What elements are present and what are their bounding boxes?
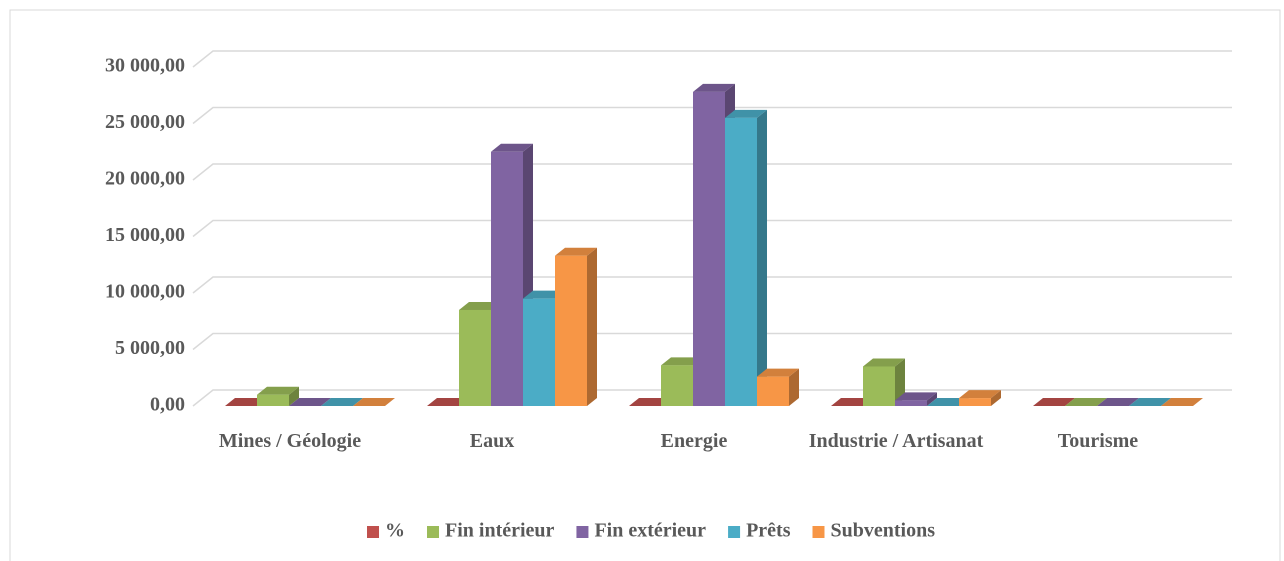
- legend-label: %: [385, 520, 405, 542]
- bar: [289, 398, 331, 406]
- bar-face: [1033, 398, 1075, 406]
- x-tick-label: Tourisme: [1057, 430, 1139, 452]
- y-tick-label: 15 000,00: [105, 224, 185, 246]
- bar: [257, 386, 299, 406]
- bar-face: [289, 398, 331, 406]
- bar: [863, 358, 905, 406]
- bar-face: [1097, 398, 1139, 406]
- bar-face: [321, 398, 363, 406]
- bar-face: [523, 298, 555, 406]
- grid-line: [192, 163, 1232, 181]
- bar-face: [927, 392, 937, 406]
- bar-face: [725, 109, 767, 118]
- bar: [895, 392, 937, 406]
- y-tick-label: 30 000,00: [105, 55, 185, 77]
- bar-face: [427, 398, 469, 406]
- bar-face: [757, 109, 767, 406]
- y-tick-label: 25 000,00: [105, 111, 185, 133]
- bar-face: [789, 368, 799, 406]
- bar-face: [587, 247, 597, 406]
- bar-face: [863, 358, 905, 367]
- bar-face: [991, 390, 1001, 406]
- bar-face: [459, 309, 491, 406]
- legend-swatch: [728, 526, 741, 538]
- bar-face: [459, 301, 501, 310]
- x-tick-label: Mines / Géologie: [218, 430, 362, 452]
- bar-face: [895, 400, 927, 406]
- grid-line: [192, 332, 1232, 351]
- bar: [1097, 398, 1139, 406]
- grid-line: [192, 106, 1232, 125]
- grid-line: [192, 276, 1232, 294]
- legend-swatch: [576, 526, 589, 538]
- bar-face: [289, 386, 299, 406]
- y-tick-label: 0,00: [150, 394, 185, 416]
- bar: [725, 109, 767, 406]
- bar-face: [863, 366, 895, 406]
- bar-face: [757, 376, 789, 406]
- legend-label: Subventions: [830, 520, 935, 542]
- bar-face: [523, 290, 565, 299]
- bar-face: [661, 365, 693, 406]
- bar: [629, 398, 671, 406]
- bar-face: [927, 398, 969, 406]
- bar-face: [959, 398, 991, 406]
- bar: [1033, 398, 1075, 406]
- grid-line: [192, 50, 1232, 68]
- bar: [353, 398, 395, 406]
- grid-line: [192, 219, 1232, 238]
- bar-face: [257, 386, 299, 395]
- bar: [555, 247, 597, 406]
- bar-face: [1129, 398, 1171, 406]
- bar-face: [831, 398, 873, 406]
- bar: [1065, 398, 1107, 406]
- bar-face: [555, 255, 587, 406]
- bar-face: [693, 83, 735, 92]
- bar-face: [257, 394, 289, 406]
- legend-swatch: [367, 526, 380, 538]
- bar-face: [661, 357, 703, 366]
- chart-border: [9, 9, 1281, 561]
- x-tick-label: Eaux: [469, 430, 515, 452]
- bar: [1161, 398, 1203, 406]
- bar: [1129, 398, 1171, 406]
- y-tick-label: 5 000,00: [115, 337, 185, 359]
- bar-face: [725, 117, 757, 406]
- legend-swatch: [427, 526, 440, 538]
- legend-swatch: [812, 526, 825, 538]
- bar: [225, 398, 267, 406]
- bar-face: [693, 91, 725, 407]
- bar: [321, 398, 363, 406]
- bar-face: [1161, 398, 1203, 406]
- bar-face: [555, 247, 597, 256]
- bar-face: [895, 358, 905, 406]
- bar: [427, 398, 469, 406]
- bar: [959, 390, 1001, 406]
- x-tick-label: Industrie / Artisanat: [808, 430, 984, 452]
- x-tick-label: Energie: [660, 430, 728, 452]
- bar: [927, 398, 969, 406]
- bar: [757, 368, 799, 406]
- bar-face: [895, 392, 937, 401]
- bar-face: [757, 368, 799, 377]
- y-tick-label: 10 000,00: [105, 281, 185, 303]
- bar-face: [491, 143, 533, 152]
- y-tick-label: 20 000,00: [105, 168, 185, 190]
- bar-face: [225, 398, 267, 406]
- bar-face: [629, 398, 671, 406]
- legend-label: Fin extérieur: [594, 520, 706, 542]
- legend-label: Prêts: [746, 520, 791, 542]
- bar-face: [1065, 398, 1107, 406]
- bar-face: [491, 151, 523, 406]
- bar-face: [959, 390, 1001, 399]
- bar-face: [353, 398, 395, 406]
- bar: [831, 398, 873, 406]
- legend-label: Fin intérieur: [445, 520, 555, 542]
